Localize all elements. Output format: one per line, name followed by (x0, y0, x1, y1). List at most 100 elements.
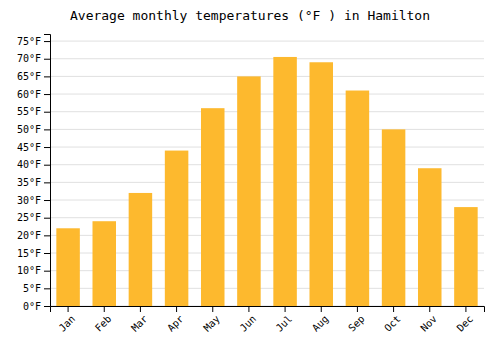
y-tick-mark (44, 200, 50, 201)
x-tick-label: Jul (274, 313, 295, 334)
y-axis-line (44, 35, 51, 307)
y-tick: 65°F (17, 71, 50, 82)
y-tick-mark (44, 235, 50, 236)
x-tick: Sep (346, 306, 367, 334)
grid-line (50, 111, 484, 112)
y-tick: 45°F (17, 142, 50, 153)
y-tick-label: 35°F (17, 177, 41, 188)
x-tick: May (201, 306, 222, 334)
y-tick-label: 5°F (23, 283, 41, 294)
plot: 0°F 5°F 10°F 15°F 20°F 25°F 30°F 35°F 40°F 45°F 50… (17, 35, 485, 334)
y-tick-label: 75°F (17, 36, 41, 47)
x-tick: Jul (274, 306, 295, 334)
bar (309, 62, 333, 306)
x-axis: Jan Feb Mar Apr May Jun Jul Aug Sep Oct Nov Dec (51, 306, 485, 334)
y-tick-mark (44, 253, 50, 254)
bar (237, 76, 261, 306)
y-tick-mark (44, 76, 50, 77)
bar (454, 207, 478, 306)
x-tick: Aug (310, 306, 331, 334)
x-tick-label: Sep (346, 313, 367, 334)
bar (56, 228, 80, 306)
y-tick-label: 70°F (17, 53, 41, 64)
y-tick: 75°F (17, 36, 50, 47)
x-tick-label: May (201, 313, 222, 334)
x-tick: Jun (238, 306, 259, 334)
y-tick-mark (44, 182, 50, 183)
x-tick-mark (321, 306, 322, 312)
title: Average monthly temperatures (°F ) in Ha… (70, 8, 430, 23)
y-tick: 10°F (17, 265, 50, 276)
y-tick: 5°F (23, 283, 50, 294)
y-tick: 55°F (17, 106, 50, 117)
x-tick-label: Nov (418, 313, 439, 334)
x-tick-mark (176, 306, 177, 312)
y-axis: 0°F 5°F 10°F 15°F 20°F 25°F 30°F 35°F 40°F 45°F 50… (17, 35, 51, 312)
bar (165, 151, 189, 306)
y-tick-label: 45°F (17, 142, 41, 153)
x-tick: Apr (165, 306, 186, 334)
y-tick-mark (44, 306, 50, 307)
grid-line (50, 76, 484, 77)
x-axis-line (51, 307, 485, 313)
y-tick-label: 0°F (23, 301, 41, 312)
y-tick-mark (44, 41, 50, 42)
x-tick: Mar (129, 306, 150, 334)
x-tick-label: Apr (165, 313, 186, 334)
y-tick-label: 10°F (17, 265, 41, 276)
y-tick-mark (44, 59, 50, 60)
bar (129, 193, 153, 306)
x-tick-label: Feb (93, 313, 114, 334)
x-tick-mark (393, 306, 394, 312)
y-tick-label: 50°F (17, 124, 41, 135)
x-tick: Dec (455, 306, 476, 334)
bar (418, 168, 442, 306)
chart: Average monthly temperatures (°F ) in Ha… (0, 0, 500, 350)
y-tick-mark (44, 129, 50, 130)
bar (382, 129, 406, 306)
x-tick: Jan (57, 306, 78, 334)
x-tick-label: Dec (455, 313, 476, 334)
y-tick: 60°F (17, 89, 50, 100)
y-tick-label: 30°F (17, 195, 41, 206)
x-tick: Feb (93, 306, 114, 334)
bar (92, 221, 116, 306)
x-tick-label: Aug (310, 313, 331, 334)
y-tick: 0°F (23, 301, 50, 312)
y-tick-label: 40°F (17, 159, 41, 170)
y-tick-label: 55°F (17, 106, 41, 117)
bar (201, 108, 225, 306)
grid-line (50, 147, 484, 148)
y-tick: 40°F (17, 159, 50, 170)
y-tick-label: 60°F (17, 89, 41, 100)
x-tick-mark (357, 306, 358, 312)
x-tick-mark (212, 306, 213, 312)
bar (346, 91, 370, 306)
y-tick-label: 15°F (17, 248, 41, 259)
y-tick-mark (44, 147, 50, 148)
grid-line (50, 164, 484, 165)
x-tick-mark (68, 306, 69, 312)
x-tick-mark (140, 306, 141, 312)
y-tick: 50°F (17, 124, 50, 135)
grid (50, 41, 484, 306)
y-tick: 15°F (17, 248, 50, 259)
x-tick: Oct (382, 306, 403, 334)
x-tick-label: Jan (57, 313, 78, 334)
grid-line (50, 129, 484, 130)
y-tick: 70°F (17, 53, 50, 64)
x-tick-label: Oct (382, 313, 403, 334)
grid-line (50, 41, 484, 42)
bar (273, 57, 297, 306)
y-tick: 25°F (17, 212, 50, 223)
x-tick: Nov (418, 306, 439, 334)
y-tick-mark (44, 94, 50, 95)
grid-line (50, 94, 484, 95)
x-tick-mark (104, 306, 105, 312)
y-tick: 35°F (17, 177, 50, 188)
grid-line (50, 58, 484, 59)
y-tick-mark (44, 165, 50, 166)
x-tick-mark (285, 306, 286, 312)
y-tick: 20°F (17, 230, 50, 241)
y-tick-label: 65°F (17, 71, 41, 82)
